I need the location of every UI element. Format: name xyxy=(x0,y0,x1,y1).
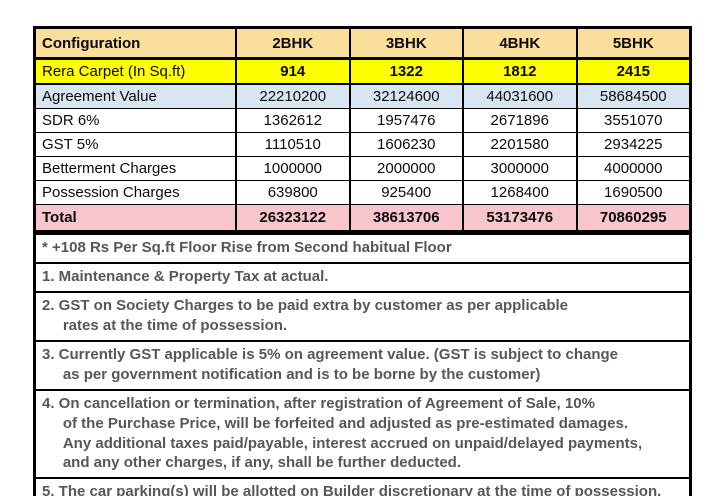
cell-value: 2415 xyxy=(575,60,690,83)
table-row-sdr: SDR 6% 1362612 1957476 2671896 3551070 xyxy=(36,109,689,133)
row-label: SDR 6% xyxy=(42,112,100,129)
pricing-sheet: Configuration 2BHK 3BHK 4BHK 5BHK Rera C… xyxy=(33,26,692,496)
cell-total-value: 26323122 xyxy=(235,205,349,230)
cell-total-value: 38613706 xyxy=(348,205,463,230)
table-row-rera-carpet: Rera Carpet (In Sq.ft) 914 1322 1812 241… xyxy=(36,60,689,85)
cell-value: 32124600 xyxy=(348,85,463,108)
column-header-configuration: Configuration xyxy=(42,34,141,52)
table-row-agreement-value: Agreement Value 22210200 32124600 440316… xyxy=(36,85,689,109)
cell-value: 4000000 xyxy=(575,157,690,180)
note-3-gst-applicable: 3. Currently GST applicable is 5% on agr… xyxy=(36,339,689,389)
column-header-5bhk: 5BHK xyxy=(575,29,690,57)
column-header-4bhk: 4BHK xyxy=(462,29,576,57)
cell-value: 3000000 xyxy=(462,157,576,180)
row-label: GST 5% xyxy=(42,136,99,153)
table-header-row: Configuration 2BHK 3BHK 4BHK 5BHK xyxy=(36,29,689,60)
cell-value: 2000000 xyxy=(348,157,463,180)
cell-value: 3551070 xyxy=(575,109,690,132)
cell-value: 44031600 xyxy=(462,85,576,108)
row-label-total: Total xyxy=(42,209,77,226)
column-header-2bhk: 2BHK xyxy=(235,29,349,57)
row-label: Betterment Charges xyxy=(42,160,177,177)
row-label: Rera Carpet (In Sq.ft) xyxy=(42,63,186,80)
cell-value: 58684500 xyxy=(575,85,690,108)
cell-value: 2934225 xyxy=(575,133,690,156)
note-5-car-parking: 5. The car parking(s) will be allotted o… xyxy=(36,477,689,496)
cell-value: 1606230 xyxy=(348,133,463,156)
cell-value: 1110510 xyxy=(235,133,349,156)
table-row-possession-charges: Possession Charges 639800 925400 1268400… xyxy=(36,181,689,205)
cell-value: 22210200 xyxy=(235,85,349,108)
cell-value: 1322 xyxy=(348,60,463,83)
note-floor-rise: * +108 Rs Per Sq.ft Floor Rise from Seco… xyxy=(36,233,689,262)
row-label: Possession Charges xyxy=(42,184,180,201)
cell-total-value: 70860295 xyxy=(575,205,690,230)
table-row-total: Total 26323122 38613706 53173476 7086029… xyxy=(36,205,689,233)
cell-value: 914 xyxy=(235,60,349,83)
cell-value: 1690500 xyxy=(575,181,690,204)
table-row-gst: GST 5% 1110510 1606230 2201580 2934225 xyxy=(36,133,689,157)
column-header-3bhk: 3BHK xyxy=(348,29,463,57)
cell-value: 2201580 xyxy=(462,133,576,156)
cell-value: 1268400 xyxy=(462,181,576,204)
note-1-maintenance: 1. Maintenance & Property Tax at actual. xyxy=(36,261,689,291)
note-2-gst-society: 2. GST on Society Charges to be paid ext… xyxy=(36,290,689,340)
cell-total-value: 53173476 xyxy=(462,205,576,230)
cell-value: 639800 xyxy=(235,181,349,204)
note-4-cancellation: 4. On cancellation or termination, after… xyxy=(36,388,689,478)
table-row-betterment-charges: Betterment Charges 1000000 2000000 30000… xyxy=(36,157,689,181)
cell-value: 1000000 xyxy=(235,157,349,180)
row-label: Agreement Value xyxy=(42,88,157,105)
cell-value: 1957476 xyxy=(348,109,463,132)
cell-value: 1362612 xyxy=(235,109,349,132)
cell-value: 2671896 xyxy=(462,109,576,132)
cell-value: 1812 xyxy=(462,60,576,83)
cell-value: 925400 xyxy=(348,181,463,204)
